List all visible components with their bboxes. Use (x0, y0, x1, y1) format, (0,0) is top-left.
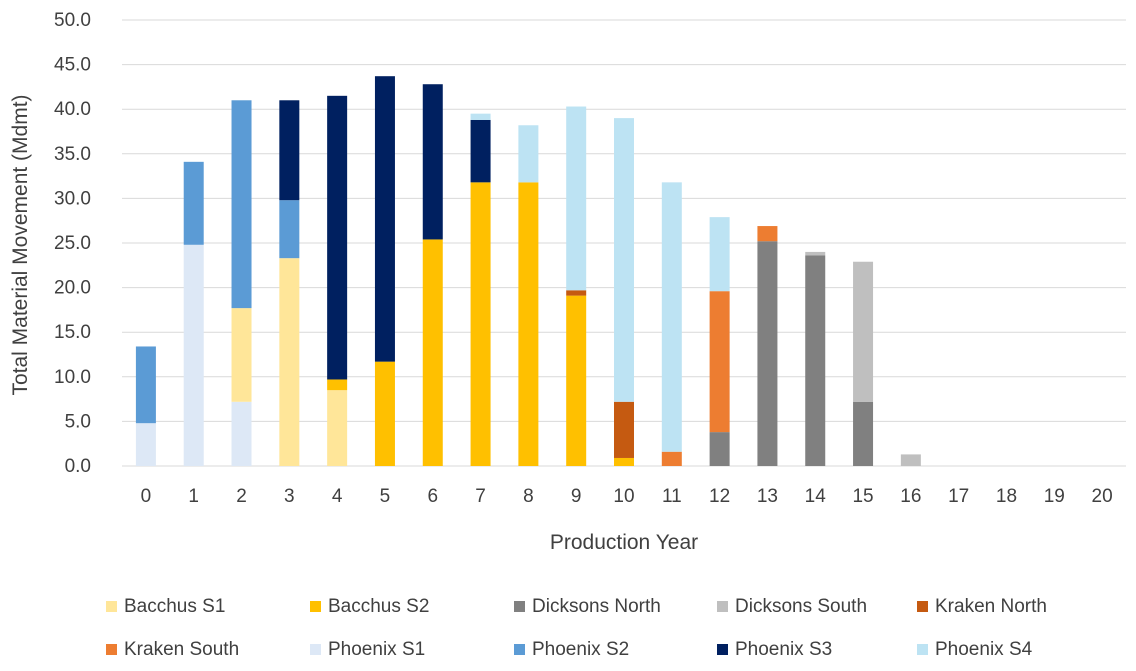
y-tick-label: 0.0 (65, 456, 91, 477)
y-tick-label: 5.0 (65, 411, 91, 432)
legend-swatch (106, 644, 117, 655)
legend-swatch (310, 601, 321, 612)
x-tick-label: 9 (571, 486, 582, 507)
bar-segment (327, 390, 347, 466)
x-tick-label: 19 (1044, 486, 1065, 507)
bar-segment (279, 258, 299, 466)
bar-segment (136, 346, 156, 423)
bar-segment (710, 217, 730, 291)
x-tick-labels: 0 1 2 3 4 5 6 7 8 9 10 11 12 13 14 15 16 17 18 19 20 (141, 486, 1113, 507)
x-tick-label: 6 (427, 486, 438, 507)
legend-label: Dicksons North (532, 596, 661, 617)
x-tick-label: 3 (284, 486, 295, 507)
y-tick-labels: 0.0 5.0 10.0 15.0 20.0 25.0 30.0 35.0 40.0 45.0 50… (54, 10, 91, 477)
legend-label: Dicksons South (735, 596, 867, 617)
bar-segment (710, 291, 730, 432)
legend-swatch (917, 601, 928, 612)
x-tick-label: 12 (709, 486, 730, 507)
x-tick-label: 7 (475, 486, 486, 507)
legend-label: Kraken North (935, 596, 1047, 617)
bars (136, 76, 921, 466)
x-tick-label: 1 (188, 486, 199, 507)
bar-segment (566, 290, 586, 295)
bar-segment (232, 402, 252, 466)
legend-label: Phoenix S4 (935, 639, 1033, 660)
legend-swatch (514, 644, 525, 655)
bar-segment (757, 226, 777, 241)
legend-label: Bacchus S1 (124, 596, 225, 617)
bar-segment (232, 308, 252, 402)
bar-segment (901, 454, 921, 466)
legend-swatch (514, 601, 525, 612)
bar-segment (662, 182, 682, 451)
bar-segment (662, 452, 682, 466)
y-tick-label: 10.0 (54, 367, 91, 388)
bar-segment (566, 107, 586, 291)
x-tick-label: 5 (380, 486, 391, 507)
bar-segment (757, 241, 777, 466)
bar-segment (136, 423, 156, 466)
legend-label: Phoenix S1 (328, 639, 425, 660)
x-tick-label: 20 (1092, 486, 1113, 507)
x-tick-label: 10 (613, 486, 634, 507)
y-axis-title: Total Material Movement (Mdmt) (9, 94, 32, 395)
y-tick-label: 20.0 (54, 278, 91, 299)
bar-segment (184, 162, 204, 245)
x-tick-label: 4 (332, 486, 343, 507)
y-tick-label: 30.0 (54, 188, 91, 209)
x-tick-label: 8 (523, 486, 534, 507)
legend-swatch (717, 601, 728, 612)
bar-segment (232, 100, 252, 308)
bar-segment (471, 120, 491, 182)
bar-segment (805, 252, 825, 256)
y-tick-label: 25.0 (54, 233, 91, 254)
legend-label: Bacchus S2 (328, 596, 429, 617)
bar-segment (375, 76, 395, 361)
bar-segment (423, 239, 443, 466)
y-tick-label: 45.0 (54, 55, 91, 76)
bar-segment (471, 182, 491, 466)
legend-swatch (310, 644, 321, 655)
y-tick-label: 40.0 (54, 99, 91, 120)
bar-segment (471, 114, 491, 120)
bar-segment (279, 100, 299, 200)
x-tick-label: 13 (757, 486, 778, 507)
x-tick-label: 2 (236, 486, 247, 507)
bar-segment (184, 245, 204, 466)
bar-segment (327, 379, 347, 390)
legend-label: Phoenix S2 (532, 639, 629, 660)
y-tick-label: 35.0 (54, 144, 91, 165)
bar-segment (614, 402, 634, 458)
bar-segment (853, 402, 873, 466)
bar-segment (853, 262, 873, 402)
legend-swatch (106, 601, 117, 612)
x-tick-label: 16 (900, 486, 921, 507)
legend-swatch (917, 644, 928, 655)
bar-segment (566, 296, 586, 466)
x-tick-label: 11 (662, 486, 682, 507)
x-tick-label: 15 (852, 486, 873, 507)
bar-segment (518, 182, 538, 466)
y-tick-label: 15.0 (54, 322, 91, 343)
x-tick-label: 18 (996, 486, 1017, 507)
bar-segment (423, 84, 443, 239)
bar-segment (614, 458, 634, 466)
bar-segment (710, 432, 730, 466)
x-axis-title: Production Year (550, 531, 698, 554)
legend-label: Kraken South (124, 639, 239, 660)
bar-segment (805, 255, 825, 466)
bar-segment (614, 118, 634, 402)
bar-segment (327, 96, 347, 380)
bar-segment (375, 362, 395, 466)
x-tick-label: 17 (948, 486, 969, 507)
bar-segment (518, 125, 538, 182)
legend-swatch (717, 644, 728, 655)
legend: Bacchus S1 Bacchus S2 Dicksons North Dickso… (106, 596, 1047, 660)
legend-label: Phoenix S3 (735, 639, 832, 660)
y-tick-label: 50.0 (54, 10, 91, 31)
x-tick-label: 0 (141, 486, 152, 507)
x-tick-label: 14 (805, 486, 827, 507)
bar-segment (279, 200, 299, 258)
